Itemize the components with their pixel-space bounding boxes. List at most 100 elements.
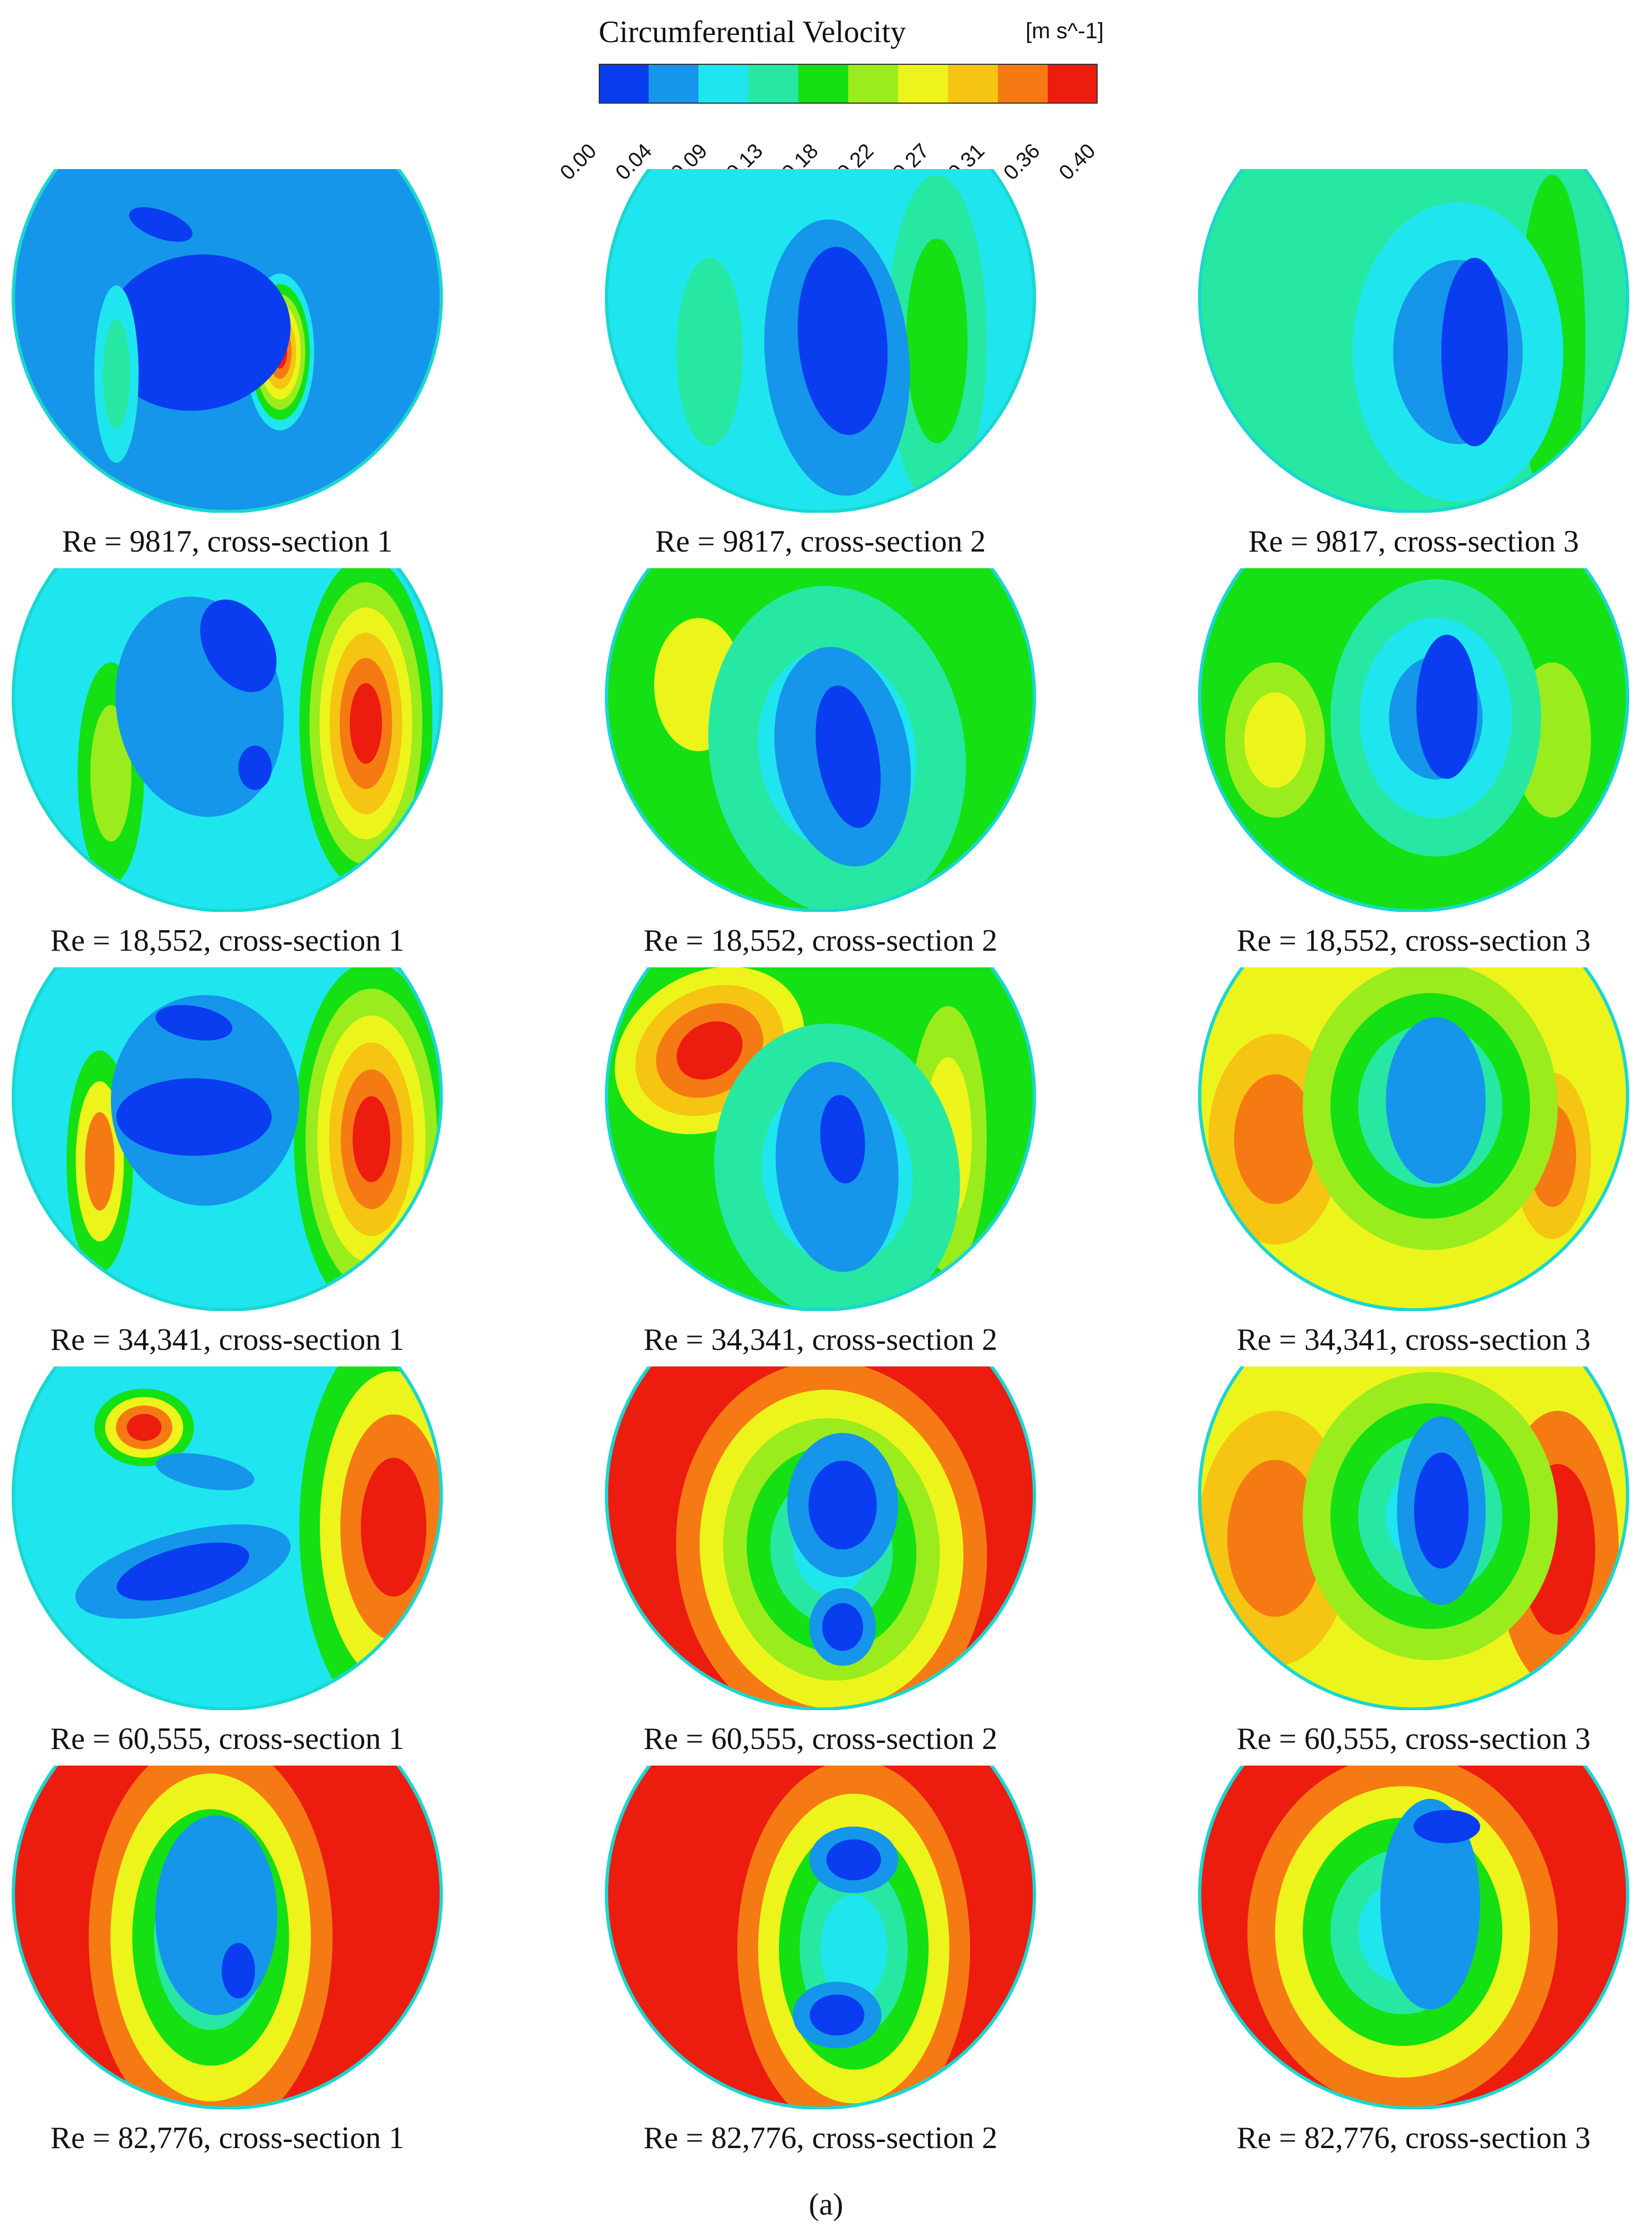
contour-plot: [12, 967, 443, 1311]
contour-plot: [1198, 568, 1629, 912]
pipe-wall-outline: [12, 169, 443, 513]
contour-panel: [604, 169, 1037, 513]
contour-panel: [1197, 568, 1630, 912]
colorbar: [599, 64, 1098, 104]
contour-band: [222, 1943, 255, 1998]
panel-caption: Re = 82,776, cross-section 1: [50, 2121, 405, 2155]
contour-band: [1227, 1460, 1323, 1617]
colorbar-segment: [848, 64, 898, 104]
contour-panel: [604, 967, 1037, 1311]
contour-band: [1414, 1452, 1469, 1569]
contour-band: [129, 207, 193, 242]
contour-panel: [1197, 169, 1630, 513]
panel-caption: Re = 18,552, cross-section 3: [1236, 924, 1591, 958]
panel-caption: Re = 82,776, cross-section 2: [643, 2121, 998, 2155]
pipe-wall-outline: [12, 568, 443, 912]
contour-band: [809, 1995, 865, 2036]
contour-band: [155, 1005, 233, 1041]
contour-band: [820, 1095, 865, 1184]
figure-label: (a): [808, 2187, 844, 2222]
contour-band: [116, 1078, 272, 1156]
contour-band: [906, 238, 968, 443]
contour-band: [822, 1603, 863, 1651]
contour-band: [85, 1112, 115, 1211]
panel-caption: Re = 9817, cross-section 2: [655, 524, 986, 559]
contour-band: [349, 683, 383, 764]
contour-plot: [605, 169, 1036, 513]
contour-panel: [11, 967, 443, 1311]
contour-panel: [11, 568, 443, 912]
contour-plot: [605, 568, 1036, 912]
contour-band: [126, 1414, 162, 1441]
contour-band: [238, 746, 272, 790]
pipe-wall-outline: [1198, 967, 1629, 1311]
contour-panel: [1197, 967, 1630, 1311]
contour-panel: [11, 1766, 443, 2109]
pipe-wall-outline: [605, 1366, 1036, 1710]
pipe-wall-outline: [605, 967, 1036, 1311]
contour-band: [820, 1894, 887, 2003]
pipe-wall-outline: [1198, 1366, 1629, 1710]
panel-caption: Re = 18,552, cross-section 1: [50, 924, 405, 958]
contour-band: [90, 705, 131, 842]
pipe-wall-outline: [605, 568, 1036, 912]
contour-band: [103, 319, 130, 429]
contour-plot: [1198, 1366, 1629, 1710]
contour-band: [1416, 635, 1477, 779]
pipe-wall-outline: [12, 1766, 443, 2109]
colorbar-legend: Circumferential Velocity [m s^-1] 0.00 0.…: [532, 11, 1109, 185]
contour-band: [103, 254, 291, 411]
contour-band: [1380, 1799, 1480, 2009]
contour-panel: [11, 169, 443, 513]
contour-plot: [1198, 1766, 1629, 2109]
contour-band: [815, 685, 881, 828]
contour-band: [116, 1542, 249, 1601]
contour-panel: [11, 1366, 443, 1710]
pipe-wall-outline: [1198, 1766, 1629, 2109]
colorbar-segment: [898, 64, 948, 104]
contour-panel: [1197, 1766, 1630, 2109]
contour-band: [1386, 1017, 1486, 1184]
contour-band: [1234, 1074, 1316, 1204]
colorbar-segment: [948, 64, 998, 104]
contour-plot: [605, 967, 1036, 1311]
contour-plot: [605, 1366, 1036, 1710]
colorbar-segment: [798, 64, 848, 104]
colorbar-segment: [1048, 64, 1098, 104]
panel-caption: Re = 60,555, cross-section 2: [643, 1722, 998, 1756]
colorbar-segment: [649, 64, 698, 104]
contour-band: [1441, 258, 1508, 446]
colorbar-segment: [698, 64, 748, 104]
colorbar-frame: [599, 64, 1098, 104]
pipe-wall-outline: [12, 967, 443, 1311]
contour-band: [676, 1021, 743, 1080]
contour-band: [676, 258, 743, 446]
panel-caption: Re = 34,341, cross-section 2: [643, 1323, 998, 1357]
panel-caption: Re = 34,341, cross-section 3: [1236, 1323, 1591, 1357]
panel-caption: Re = 60,555, cross-section 1: [50, 1722, 405, 1756]
pipe-wall-outline: [605, 1766, 1036, 2109]
contour-band: [797, 247, 888, 435]
contour-band: [156, 1453, 254, 1491]
panel-caption: Re = 82,776, cross-section 3: [1236, 2121, 1591, 2155]
panel-caption: Re = 18,552, cross-section 2: [643, 924, 998, 958]
legend-title: Circumferential Velocity: [599, 15, 906, 49]
contour-band: [808, 1461, 877, 1549]
contour-panel: [604, 1366, 1037, 1710]
contour-band: [1414, 1810, 1480, 1843]
pipe-wall-outline: [1198, 169, 1629, 513]
contour-band: [1244, 692, 1306, 788]
panel-caption: Re = 60,555, cross-section 3: [1236, 1722, 1591, 1756]
panel-caption: Re = 9817, cross-section 3: [1248, 524, 1579, 559]
panel-caption: Re = 34,341, cross-section 1: [50, 1323, 405, 1357]
panel-caption: Re = 9817, cross-section 1: [62, 524, 393, 559]
legend-units: [m s^-1]: [1026, 19, 1104, 43]
contour-band: [826, 1839, 881, 1880]
contour-panel: [1197, 1366, 1630, 1710]
contour-plot: [12, 1366, 443, 1710]
contour-band: [353, 1096, 390, 1182]
colorbar-segment: [748, 64, 798, 104]
contour-band: [155, 1815, 277, 2015]
colorbar-segment: [998, 64, 1048, 104]
